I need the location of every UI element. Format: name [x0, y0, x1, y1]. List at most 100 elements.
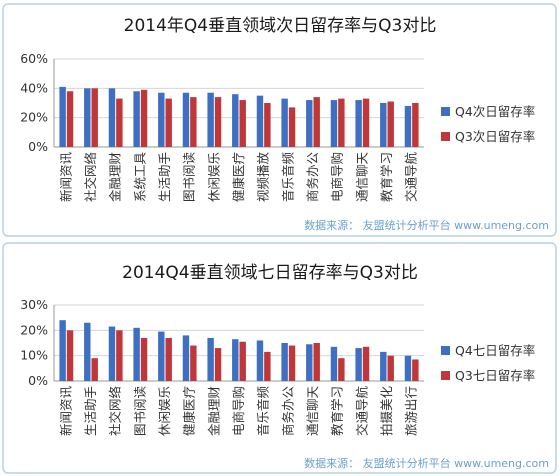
x-tick-label: 生活助手 [83, 386, 98, 436]
bar [281, 343, 288, 381]
bar [116, 330, 123, 381]
bar [232, 339, 239, 381]
x-tick-label: 教育学习 [330, 386, 345, 436]
legend-label: Q3次日留存率 [455, 129, 535, 144]
bar [190, 97, 197, 147]
x-tick-label: 商务办公 [280, 386, 295, 437]
bar [133, 327, 140, 381]
x-tick-label: 商务办公 [305, 152, 320, 203]
bar [387, 355, 394, 381]
x-tick-label: 通信聊天 [354, 152, 369, 203]
bar [91, 358, 98, 381]
chart-title: 2014Q4垂直领域七日留存率与Q3对比 [122, 263, 418, 283]
bar [214, 97, 222, 147]
bar [412, 103, 419, 147]
y-tick-label: 40% [20, 80, 48, 95]
x-tick-label: 休闲娱乐 [206, 152, 221, 202]
x-tick-label: 教育学习 [379, 152, 394, 202]
y-tick-label: 0% [28, 373, 48, 388]
bar [108, 326, 116, 381]
plot-area: 0% 10% 20% 30% 新闻资讯 生活助手 社交网络 图书阅读 休闲娱乐 健康医疗 金融理财电… [20, 297, 535, 436]
x-tick-label: 社交网络 [108, 386, 123, 437]
bar [330, 100, 338, 147]
bar [207, 337, 214, 381]
bar [66, 91, 74, 147]
y-tick-label: 0% [28, 139, 48, 154]
bar [404, 105, 412, 147]
bar [338, 98, 345, 147]
legend-swatch [441, 346, 450, 355]
x-tick-label: 电商导购 [231, 386, 246, 436]
legend-label: Q3七日留存率 [455, 368, 535, 383]
x-tick-label: 金融理财 [206, 386, 221, 436]
bar [264, 351, 271, 381]
x-tick-label: 通信聊天 [305, 386, 320, 437]
x-tick-label: 交通导航 [404, 152, 419, 203]
bar [306, 344, 313, 381]
bar [362, 98, 370, 147]
y-tick-label: 20% [20, 110, 48, 125]
bar [239, 100, 246, 147]
bar [66, 330, 74, 381]
bar [338, 358, 345, 381]
bar [140, 337, 148, 381]
bar [288, 107, 296, 147]
bar [84, 88, 91, 147]
bar [158, 92, 165, 147]
x-tick-label: 社交网络 [83, 152, 98, 203]
bar [207, 92, 214, 147]
y-tick-label: 20% [20, 322, 48, 337]
x-tick-label: 图书阅读 [132, 386, 147, 436]
bar [362, 346, 370, 381]
y-tick-label: 10% [20, 348, 48, 363]
chart-panel-retention-day1: 2014年Q4垂直领域次日留存率与Q3对比 0% 20% 40% 60% 新闻资讯 社交网… [2, 3, 557, 237]
x-tick-label: 旅游出行 [404, 386, 419, 436]
bar [330, 346, 338, 381]
y-tick-label: 30% [20, 297, 48, 312]
legend-swatch [441, 107, 450, 116]
bar [281, 98, 288, 147]
bar [182, 92, 190, 147]
bar [140, 89, 148, 147]
data-source-note: 数据来源： 友盟统计分析平台 www.umeng.com [304, 218, 549, 232]
bar [256, 340, 264, 381]
bar [306, 100, 313, 147]
plot-area: 0% 20% 40% 60% 新闻资讯 社交网络 金融理财 系统工具 生活助手 图书阅读 休闲娱乐健… [20, 51, 535, 202]
bar [182, 335, 190, 381]
bar [387, 101, 394, 147]
bar [404, 355, 412, 381]
x-tick-label: 健康医疗 [182, 386, 197, 436]
x-tick-label: 健康医疗 [231, 152, 246, 202]
x-tick-label: 音乐音频 [280, 152, 295, 203]
bar [232, 94, 239, 147]
x-tick-label: 音乐音频 [256, 386, 271, 437]
bar [288, 345, 296, 381]
bar [91, 88, 98, 147]
x-tick-label: 新闻资讯 [58, 386, 73, 437]
bar [214, 348, 222, 381]
x-tick-label: 交通导航 [354, 386, 369, 437]
bar [239, 341, 246, 381]
x-tick-label: 电商导购 [330, 152, 345, 202]
legend-label: Q4次日留存率 [455, 104, 535, 119]
bar [108, 88, 116, 147]
bar [133, 91, 140, 147]
bar [190, 345, 197, 381]
x-tick-label: 视频播放 [256, 152, 271, 203]
data-source-note: 数据来源： 友盟统计分析平台 www.umeng.com [304, 456, 549, 470]
x-tick-label: 金融理财 [108, 152, 123, 202]
bar [380, 351, 387, 381]
chart-frame [2, 3, 557, 237]
bar [313, 97, 320, 147]
chart-frame [2, 242, 557, 474]
bar [165, 337, 172, 381]
bar [412, 359, 419, 381]
bar [264, 103, 271, 147]
chart-title: 2014年Q4垂直领域次日留存率与Q3对比 [124, 16, 437, 36]
bar [355, 100, 362, 147]
bar [256, 95, 264, 147]
x-tick-label: 图书阅读 [182, 152, 197, 202]
bar [59, 86, 66, 147]
bar [380, 103, 387, 147]
